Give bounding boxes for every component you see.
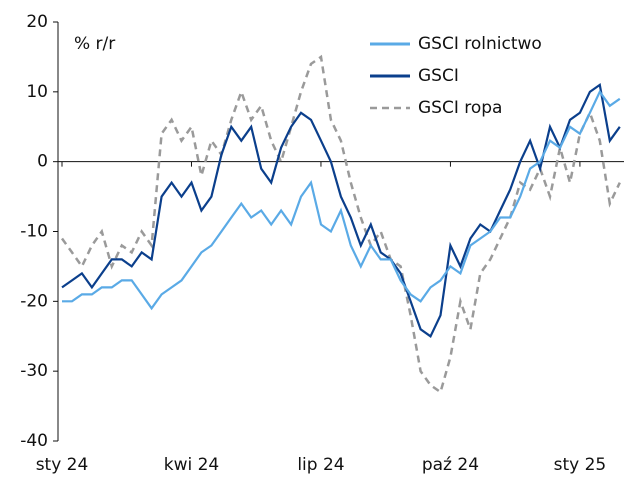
y-tick-label: -10 xyxy=(20,222,48,242)
series-line xyxy=(61,83,621,338)
y-tick-label: 0 xyxy=(37,152,48,172)
y-tick-label: 10 xyxy=(26,82,48,102)
y-tick-label: -30 xyxy=(20,361,48,381)
x-tick-label: kwi 24 xyxy=(164,455,220,475)
legend-label: GSCI rolnictwo xyxy=(418,34,542,54)
y-tick-label: 20 xyxy=(26,12,48,32)
annotation: % r/r xyxy=(74,34,115,54)
legend-label: GSCI xyxy=(418,66,459,86)
y-tick-label: -20 xyxy=(20,291,48,311)
x-tick-label: sty 25 xyxy=(554,455,607,475)
series-line xyxy=(60,54,621,395)
series-line xyxy=(62,89,621,311)
x-tick-label: paź 24 xyxy=(422,455,479,475)
x-tick-label: lip 24 xyxy=(297,455,344,475)
y-tick-label: -40 xyxy=(20,431,48,451)
x-tick-label: sty 24 xyxy=(36,455,89,475)
legend-label: GSCI ropa xyxy=(418,98,502,118)
